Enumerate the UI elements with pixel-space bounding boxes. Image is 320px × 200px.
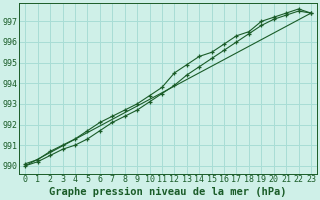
X-axis label: Graphe pression niveau de la mer (hPa): Graphe pression niveau de la mer (hPa) (50, 187, 287, 197)
